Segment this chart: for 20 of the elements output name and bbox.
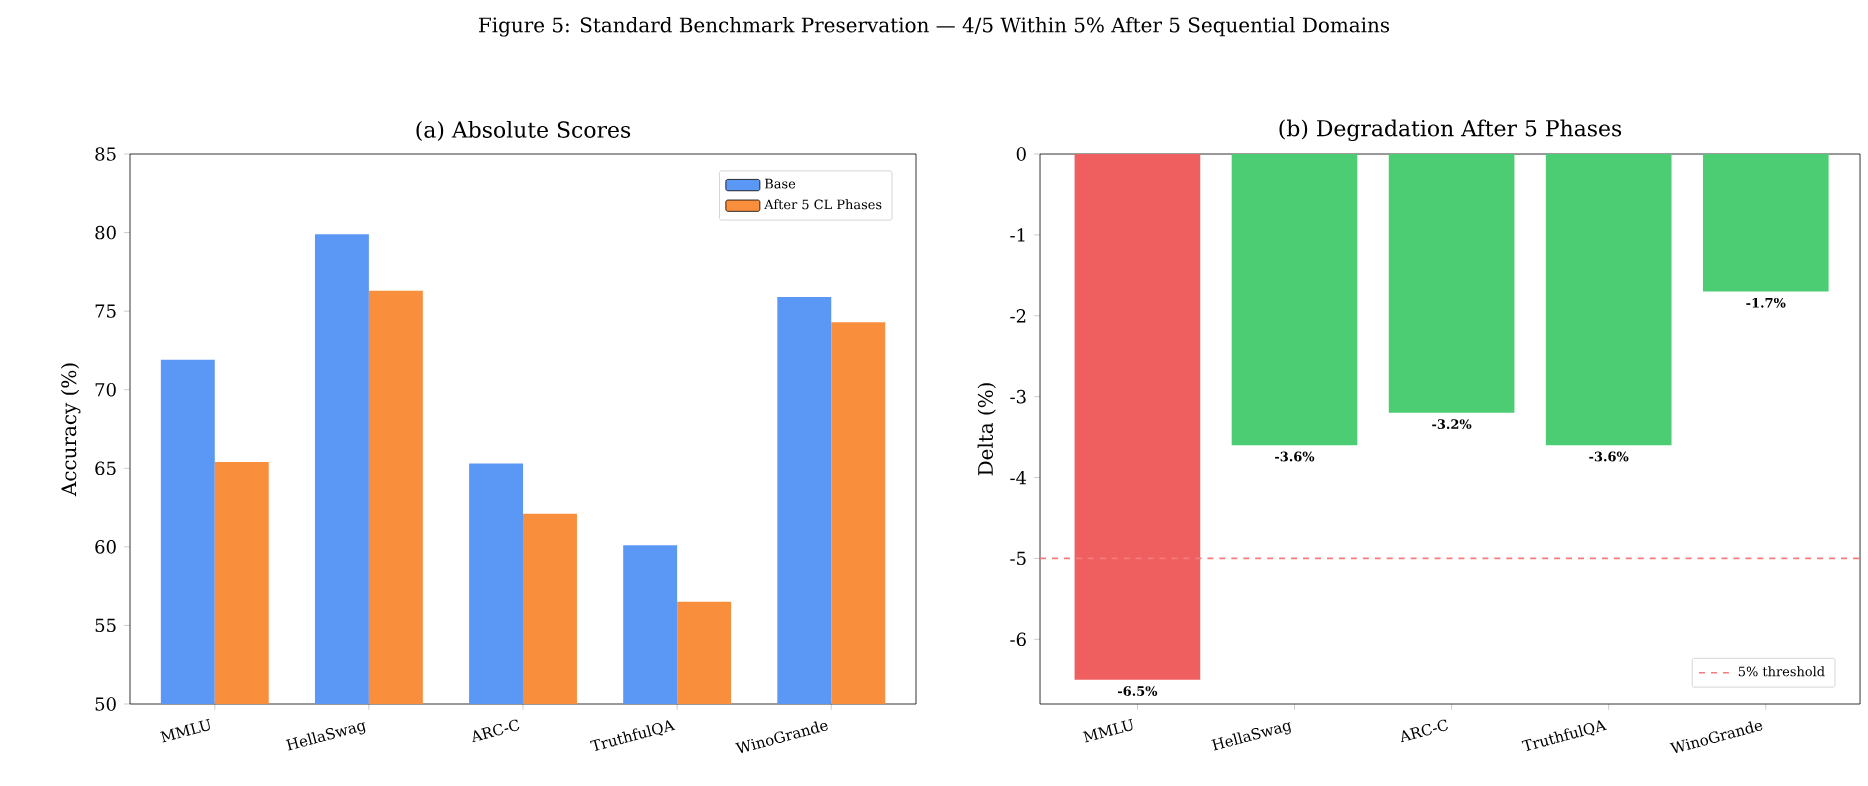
y-tick-label: -5 bbox=[1010, 551, 1026, 566]
y-axis-title: Accuracy (%) bbox=[60, 363, 81, 497]
y-tick-label: 75 bbox=[95, 304, 116, 318]
chart-title: (b) Degradation After 5 Phases bbox=[1279, 119, 1622, 142]
y-tick-label: -1 bbox=[1010, 228, 1025, 242]
y-tick-label: -6 bbox=[1010, 632, 1026, 647]
y-tick-label: 65 bbox=[95, 461, 116, 476]
y-tick-label: 60 bbox=[95, 540, 116, 554]
y-tick-label: 85 bbox=[95, 147, 116, 161]
y-tick-label: -3 bbox=[1010, 389, 1026, 404]
y-tick-label: -2 bbox=[1010, 309, 1026, 323]
y-tick-label: 70 bbox=[95, 382, 116, 397]
chart-title: (a) Absolute Scores bbox=[416, 120, 631, 141]
caption: Figure 5: Standard Benchmark Preservation — 4/5 Within 5% After 5 Sequential Domains bbox=[479, 17, 1390, 37]
y-tick-label: 55 bbox=[95, 618, 116, 633]
y-tick-label: 80 bbox=[95, 225, 116, 240]
y-axis-title: Delta (%) bbox=[977, 383, 996, 476]
y-tick-label: 0 bbox=[1016, 147, 1026, 161]
y-tick-label: -4 bbox=[1010, 470, 1027, 485]
y-tick-label: 50 bbox=[95, 697, 116, 711]
